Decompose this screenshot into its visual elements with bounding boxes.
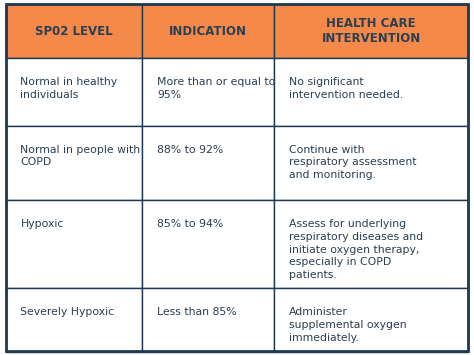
Text: Less than 85%: Less than 85% [157,307,237,317]
Text: Hypoxic: Hypoxic [20,219,64,229]
Bar [142,58,274,126]
Bar [6,288,142,353]
Bar [6,200,142,288]
Bar [6,126,142,200]
Text: Continue with
respiratory assessment
and monitoring.: Continue with respiratory assessment and… [289,144,416,180]
Text: Normal in healthy
individuals: Normal in healthy individuals [20,77,118,100]
Bar [6,4,142,58]
Text: No significant
intervention needed.: No significant intervention needed. [289,77,403,100]
Text: SP02 LEVEL: SP02 LEVEL [35,24,113,38]
Bar [274,288,468,353]
Text: More than or equal to
95%: More than or equal to 95% [157,77,275,100]
Bar [6,58,142,126]
Bar [142,200,274,288]
Bar [274,200,468,288]
Text: Normal in people with
COPD: Normal in people with COPD [20,144,141,168]
Text: INDICATION: INDICATION [169,24,247,38]
Bar [142,126,274,200]
Bar [142,288,274,353]
Text: Assess for underlying
respiratory diseases and
initiate oxygen therapy,
especial: Assess for underlying respiratory diseas… [289,219,423,280]
Bar [274,4,468,58]
Text: Administer
supplemental oxygen
immediately.: Administer supplemental oxygen immediate… [289,307,406,343]
Bar [274,58,468,126]
Bar [274,126,468,200]
Text: HEALTH CARE
INTERVENTION: HEALTH CARE INTERVENTION [321,17,421,45]
Bar [142,4,274,58]
Text: Severely Hypoxic: Severely Hypoxic [20,307,115,317]
Text: 85% to 94%: 85% to 94% [157,219,223,229]
Text: 88% to 92%: 88% to 92% [157,144,223,154]
